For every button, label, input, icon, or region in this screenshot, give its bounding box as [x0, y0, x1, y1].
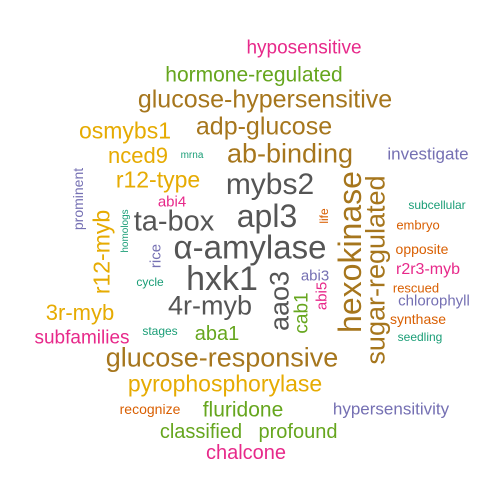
- word-subcellular: subcellular: [408, 198, 466, 212]
- word-4r-myb: 4r-myb: [167, 290, 253, 321]
- word-cycle: cycle: [136, 275, 164, 289]
- word-fluridone: fluridone: [202, 398, 284, 422]
- word-r12-myb: r12-myb: [88, 209, 115, 295]
- word-recognize: recognize: [119, 401, 181, 417]
- word-subfamilies: subfamilies: [34, 327, 130, 349]
- word-abi4: abi4: [157, 193, 187, 211]
- word-investigate: investigate: [387, 144, 469, 164]
- word-r12-type: r12-type: [115, 166, 201, 193]
- word-3r-myb: 3r-myb: [45, 300, 115, 325]
- word-rice: rice: [147, 243, 165, 269]
- word-pyrophosphorylase: pyrophosphorylase: [127, 370, 323, 397]
- word-hxk1: hxk1: [186, 260, 258, 298]
- word-opposite: opposite: [395, 241, 449, 257]
- word-chlorophyll: chlorophyll: [398, 292, 470, 310]
- word-stages: stages: [142, 324, 178, 338]
- word-ab-binding: ab-binding: [226, 138, 354, 169]
- word-aba1: aba1: [194, 323, 240, 345]
- word-glucose-responsive: glucose-responsive: [105, 342, 339, 373]
- word-prominent: prominent: [70, 167, 86, 231]
- word-sugar-regulated: sugar-regulated: [360, 175, 391, 365]
- word-aao3: aao3: [264, 270, 295, 332]
- word-r2r3-myb: r2r3-myb: [395, 261, 461, 278]
- word-hyposensitive: hyposensitive: [246, 37, 362, 59]
- word-ta-box: ta-box: [133, 205, 215, 238]
- word-hormone-regulated: hormone-regulated: [165, 63, 343, 87]
- word-rescued: rescued: [392, 280, 440, 296]
- word-adp-glucose: adp-glucose: [195, 112, 333, 141]
- word-mybs2: mybs2: [225, 168, 315, 201]
- word-nced9: nced9: [108, 143, 168, 168]
- word-life: life: [317, 208, 331, 224]
- word-seedling: seedling: [397, 330, 443, 344]
- word-alpha-amylase: α-amylase: [173, 228, 327, 266]
- word-apl3: apl3: [236, 198, 298, 234]
- word-synthase: synthase: [389, 311, 447, 327]
- word-hypersensitivity: hypersensitivity: [332, 399, 450, 419]
- word-classified: classified: [159, 421, 243, 443]
- word-embryo: embryo: [396, 217, 440, 233]
- word-chalcone: chalcone: [205, 442, 287, 464]
- word-osmybs1: osmybs1: [78, 117, 172, 144]
- word-abi5: abi5: [313, 281, 331, 311]
- word-homologs: homologs: [120, 209, 131, 253]
- word-profound: profound: [258, 421, 338, 443]
- word-glucose-hypersensitive: glucose-hypersensitive: [137, 85, 393, 114]
- word-mrna: mrna: [180, 150, 204, 161]
- word-cab1: cab1: [291, 292, 313, 334]
- word-abi3: abi3: [300, 267, 330, 285]
